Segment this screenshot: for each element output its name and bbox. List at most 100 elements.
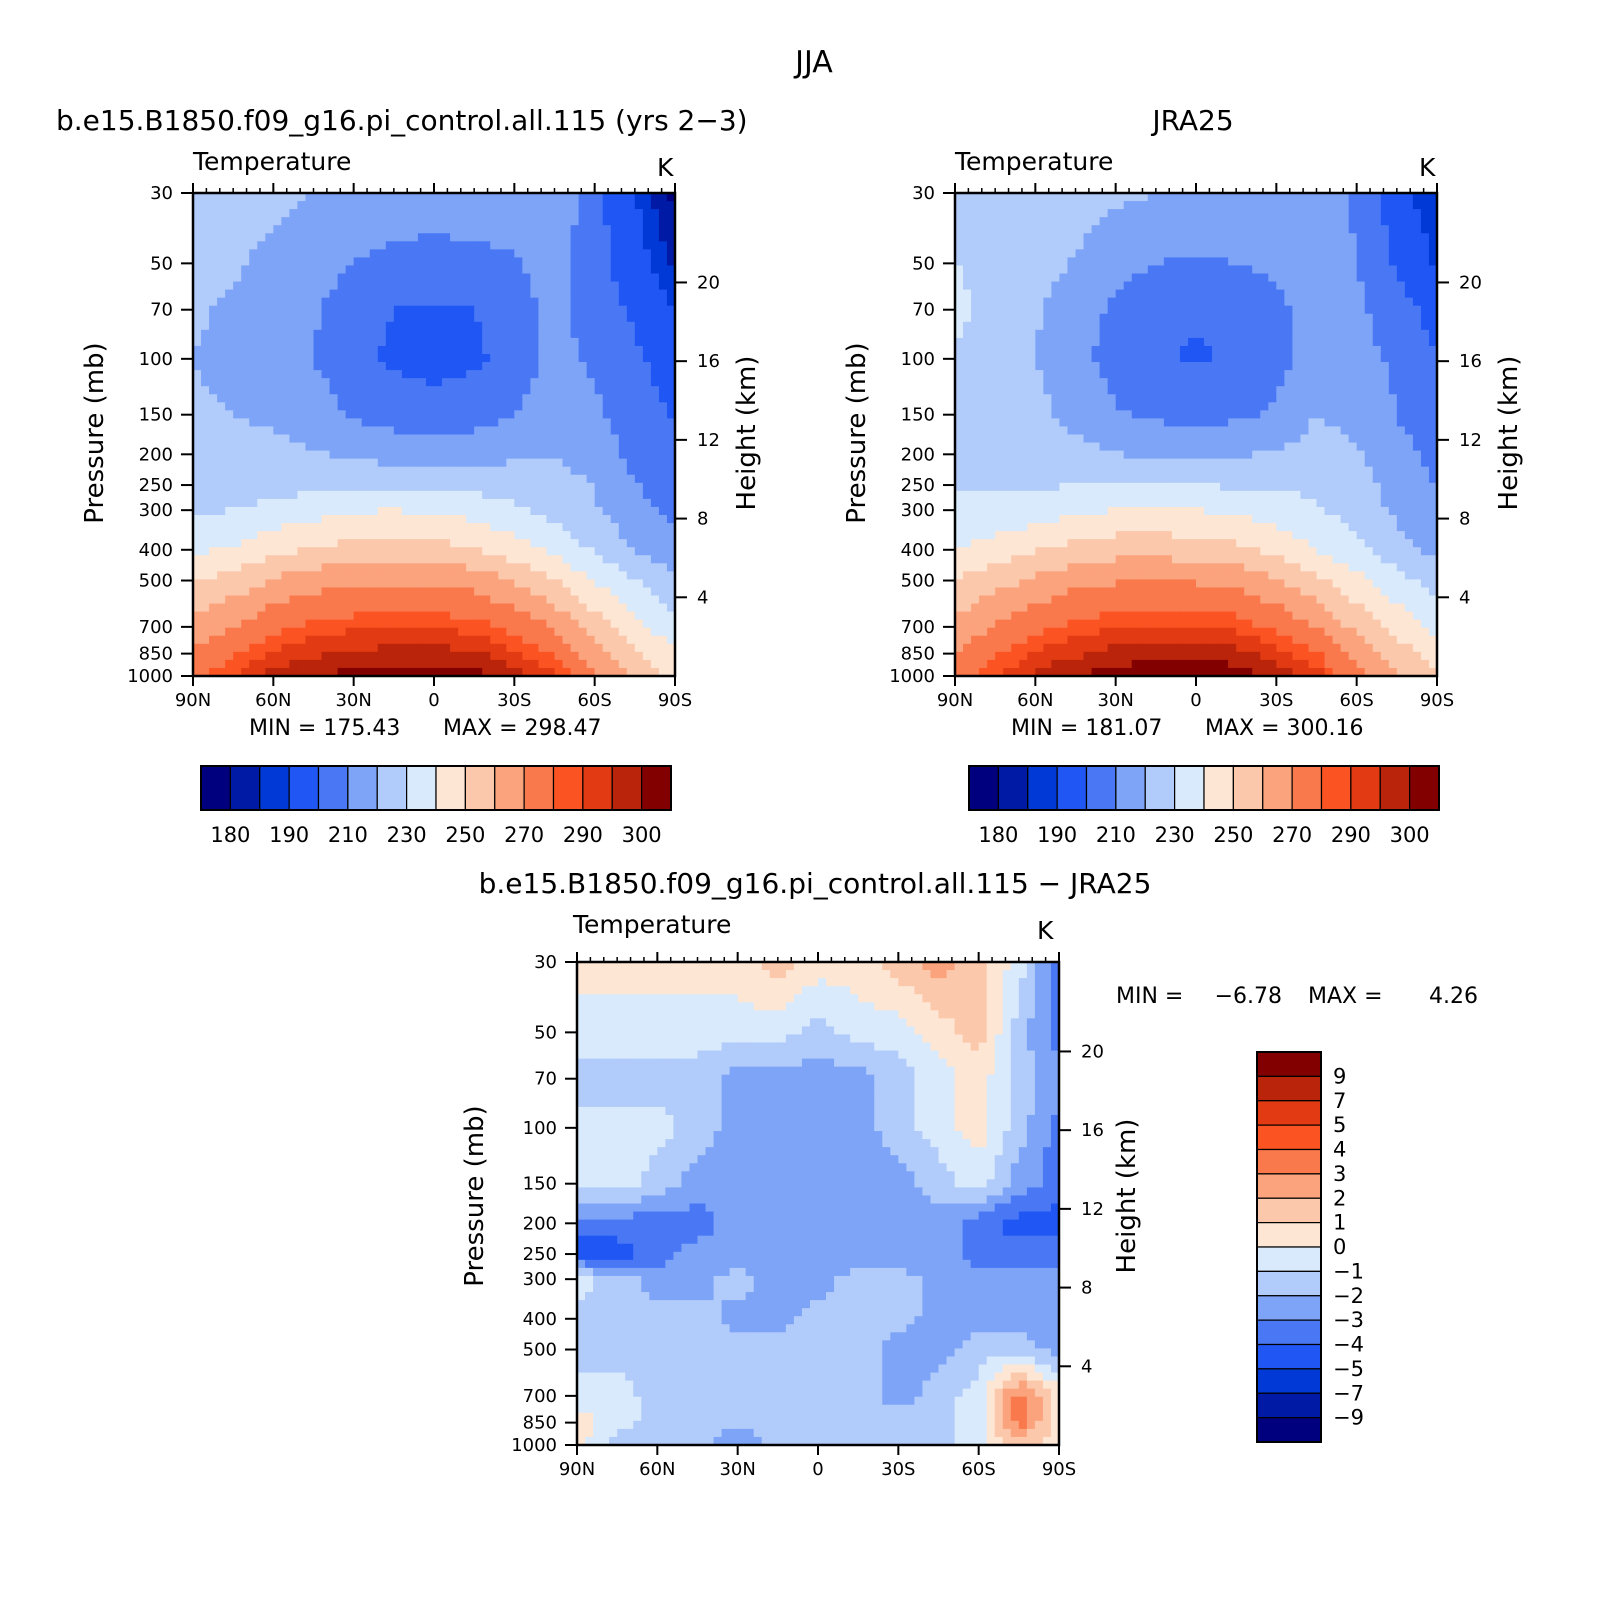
contour-cell [297, 305, 307, 315]
contour-cell [265, 402, 274, 411]
contour-cell [450, 378, 459, 387]
contour-cell [249, 515, 258, 524]
contour-cell [1075, 233, 1085, 242]
contour-cell [329, 515, 339, 524]
contour-cell [1316, 305, 1326, 315]
contour-cell [570, 458, 580, 468]
contour-cell [1139, 313, 1149, 323]
contour-cell [650, 659, 660, 669]
contour-cell [1324, 329, 1334, 339]
contour-cell [434, 426, 443, 436]
contour-cell [1220, 209, 1229, 218]
contour-cell [474, 241, 483, 250]
contour-cell [329, 547, 339, 556]
contour-cell [1300, 225, 1310, 234]
contour-cell [1115, 305, 1125, 315]
contour-cell [434, 370, 443, 379]
contour-cell [658, 321, 668, 331]
contour-cell [1204, 241, 1213, 250]
contour-cell [1404, 337, 1414, 347]
contour-cell [474, 611, 483, 621]
contour-cell [474, 418, 483, 428]
contour-cell [506, 281, 515, 291]
contour-cell [1284, 281, 1293, 291]
contour-cell [530, 563, 540, 572]
contour-cell [1340, 345, 1350, 355]
contour-cell [1067, 265, 1077, 275]
contour-cell [305, 506, 315, 516]
contour-cell [401, 515, 411, 524]
contour-cell [554, 378, 564, 387]
contour-cell [666, 667, 676, 677]
contour-cell [353, 434, 363, 444]
contour-cell [971, 354, 980, 363]
max-label: MAX = 298.47 [443, 716, 602, 741]
contour-cell [401, 297, 411, 307]
contour-cell [321, 394, 331, 403]
contour-cell [979, 193, 988, 202]
contour-cell [650, 651, 660, 661]
contour-cell [273, 643, 282, 653]
contour-cell [233, 466, 242, 476]
contour-cell [273, 482, 282, 492]
contour-cell [586, 490, 596, 500]
contour-cell [642, 515, 652, 524]
contour-cell [666, 402, 676, 411]
contour-cell [257, 490, 266, 500]
contour-cell [586, 354, 596, 363]
contour-cell [1364, 273, 1374, 283]
contour-cell [1220, 257, 1229, 267]
contour-cell [634, 523, 644, 532]
contour-cell [297, 555, 307, 564]
contour-cell [209, 273, 218, 283]
contour-cell [1420, 321, 1430, 331]
contour-cell [1316, 289, 1326, 299]
contour-cell [1332, 289, 1342, 299]
contour-cell [1011, 193, 1020, 202]
contour-cell [514, 458, 523, 468]
contour-cell [490, 434, 499, 444]
contour-cell [209, 201, 218, 210]
contour-cell [217, 378, 226, 387]
contour-cell [546, 313, 556, 323]
contour-cell [1059, 337, 1069, 347]
contour-cell [313, 402, 323, 411]
contour-cell [634, 466, 644, 476]
contour-cell [530, 241, 540, 250]
contour-cell [209, 603, 218, 613]
contour-cell [1091, 257, 1101, 267]
colorbar-label: 190 [269, 823, 309, 847]
contour-cell [434, 531, 443, 540]
contour-cell [1428, 201, 1438, 210]
contour-cell [337, 394, 347, 403]
contour-cell [353, 482, 363, 492]
contour-cell [417, 579, 427, 589]
contour-cell [321, 531, 331, 540]
contour-cell [963, 354, 972, 363]
contour-cell [305, 265, 315, 275]
contour-cell [522, 515, 531, 524]
contour-cell [1147, 337, 1157, 347]
contour-cell [345, 354, 355, 363]
contour-cell [401, 370, 411, 379]
contour-cell [642, 659, 652, 669]
contour-cell [321, 635, 331, 645]
contour-cell [1075, 329, 1085, 339]
contour-cell [650, 321, 660, 331]
contour-cell [1091, 233, 1101, 242]
contour-cell [1059, 209, 1069, 218]
contour-cell [225, 426, 234, 436]
contour-cell [1404, 217, 1414, 226]
contour-cell [458, 563, 467, 572]
contour-cell [538, 313, 548, 323]
contour-cell [1412, 297, 1422, 307]
contour-cell [482, 434, 491, 444]
contour-cell [642, 466, 652, 476]
contour-cell [538, 555, 548, 564]
contour-cell [1115, 345, 1125, 355]
contour-cell [578, 273, 588, 283]
contour-cell [1260, 233, 1269, 242]
contour-cell [1364, 225, 1374, 234]
contour-cell [377, 547, 387, 556]
contour-cell [329, 354, 339, 363]
